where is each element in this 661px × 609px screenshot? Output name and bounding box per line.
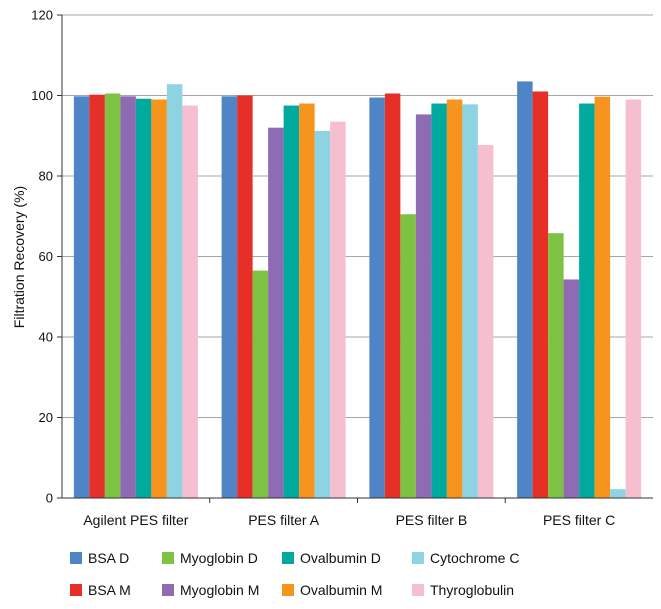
bar xyxy=(314,130,331,499)
y-axis-label: Filtration Recovery (%) xyxy=(11,186,27,328)
bar xyxy=(415,114,432,498)
legend-swatch xyxy=(412,584,424,596)
bar xyxy=(182,105,198,498)
legend-label: Myoglobin D xyxy=(180,550,258,566)
legend-label: BSA M xyxy=(88,582,131,598)
legend-label: Thyroglobulin xyxy=(430,582,514,598)
bar xyxy=(135,98,152,498)
bar xyxy=(369,97,385,498)
legend-swatch xyxy=(70,584,82,596)
bar xyxy=(594,96,611,499)
bar xyxy=(73,96,90,499)
bar xyxy=(548,233,564,498)
bar xyxy=(299,103,315,499)
x-category-label: Agilent PES filter xyxy=(83,512,188,528)
legend-label: Ovalbumin M xyxy=(300,582,382,598)
bar xyxy=(384,93,401,499)
y-tick-label: 20 xyxy=(39,410,53,425)
bar xyxy=(221,96,238,499)
bar xyxy=(268,127,284,498)
legend-label: Myoglobin M xyxy=(180,582,259,598)
bar xyxy=(89,94,105,498)
legend-swatch xyxy=(162,584,174,596)
bar xyxy=(431,103,447,499)
x-category-labels: Agilent PES filter PES filter A PES filter… xyxy=(83,512,615,528)
bar xyxy=(625,99,642,499)
y-tick-label: 40 xyxy=(39,330,53,345)
bar xyxy=(446,99,463,499)
bar xyxy=(477,145,494,498)
legend-swatch xyxy=(282,552,294,564)
bar xyxy=(104,93,121,499)
bar xyxy=(151,99,167,499)
x-category-label: PES filter A xyxy=(248,512,319,528)
legend-swatch xyxy=(70,552,82,564)
legend-swatch xyxy=(162,552,174,564)
bars xyxy=(73,81,642,499)
bar xyxy=(532,91,549,498)
y-tick-label: 120 xyxy=(31,8,53,23)
bar xyxy=(563,279,580,498)
bar xyxy=(330,121,346,498)
bar xyxy=(400,214,416,499)
y-tick-label: 60 xyxy=(39,249,53,264)
legend-label: Cytochrome C xyxy=(430,550,519,566)
bar xyxy=(237,95,253,498)
legend: BSA D Myoglobin D Ovalbumin D Cytochrome C B… xyxy=(70,550,519,598)
legend-swatch xyxy=(282,584,294,596)
bar xyxy=(610,489,626,498)
bar xyxy=(579,103,595,499)
legend-swatch xyxy=(412,552,424,564)
bar xyxy=(120,96,136,499)
bar xyxy=(166,84,183,498)
bar xyxy=(517,81,533,498)
y-tick-label: 100 xyxy=(31,88,53,103)
y-tick-label: 0 xyxy=(46,491,53,506)
bar xyxy=(252,270,269,498)
legend-label: BSA D xyxy=(88,550,129,566)
y-tick-label: 80 xyxy=(39,169,53,184)
bar xyxy=(462,104,478,498)
x-category-label: PES filter C xyxy=(543,512,615,528)
x-category-label: PES filter B xyxy=(396,512,468,528)
legend-label: Ovalbumin D xyxy=(300,550,381,566)
bar xyxy=(283,105,300,498)
y-tick-labels: 0 20 40 60 80 100 120 xyxy=(31,8,62,506)
